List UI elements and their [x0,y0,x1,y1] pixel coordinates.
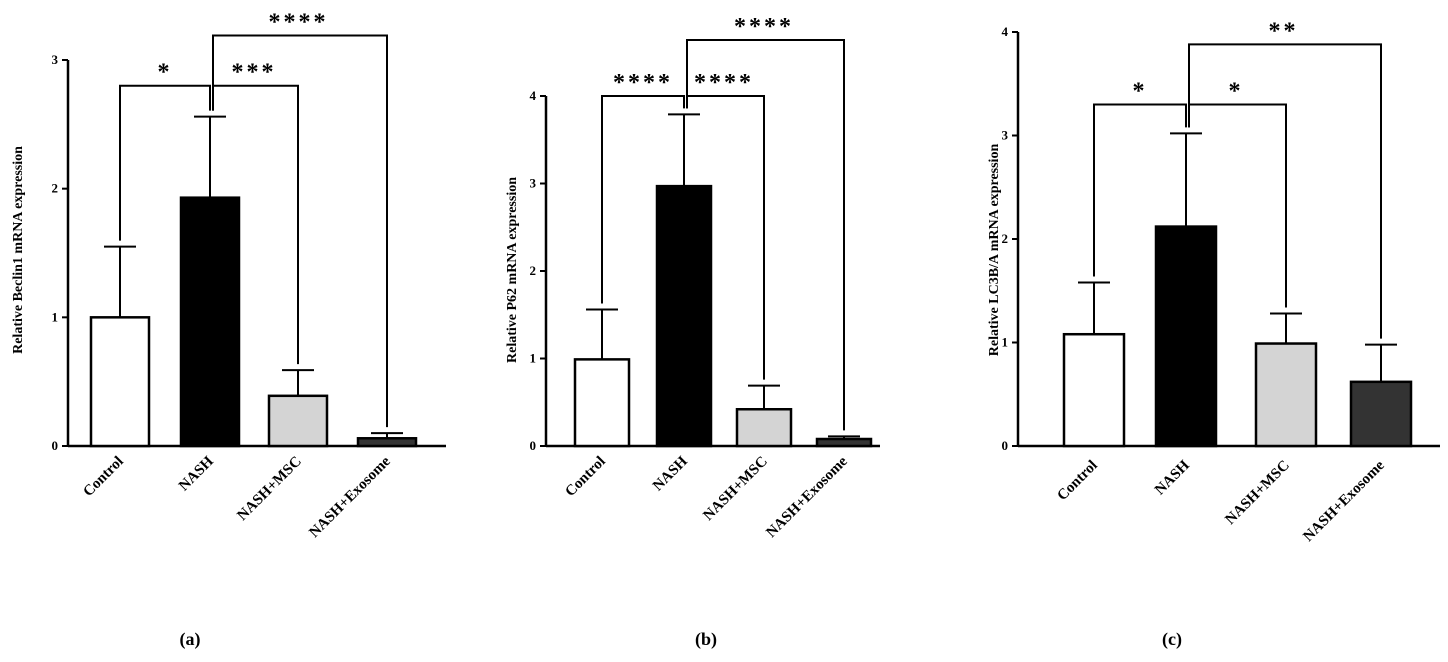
category-label: NASH+MSC [234,454,304,524]
significance-bracket [686,39,845,431]
y-tick-label: 1 [52,309,59,324]
bar [1254,342,1318,448]
bar [1349,380,1413,448]
y-tick-label: 2 [52,181,59,196]
significance-bracket [1093,103,1187,277]
significance-bracket [212,34,388,428]
significance-bracket [119,84,211,241]
y-tick-label: 2 [530,263,537,278]
y-tick-label: 3 [1002,128,1009,143]
significance-label: * [1229,78,1244,104]
bar [267,394,329,448]
category-label: NASH+MSC [700,454,770,524]
y-tick-label: 0 [52,438,59,453]
significance-label: * [158,60,173,86]
bar [735,408,793,448]
y-tick-label: 3 [52,52,59,67]
category-label: NASH [1152,457,1193,498]
category-label: Control [80,454,126,500]
significance-bracket [601,95,685,304]
chart-panel-3: 0 1 2 3 4 Relative LC3B/A mRNA expression Cont… [987,18,1440,650]
category-label: Control [562,454,608,500]
significance-label: **** [269,10,329,36]
significance-label: **** [694,70,754,96]
y-axis-label: Relative LC3B/A mRNA expression [987,144,1002,357]
y-tick-label: 0 [1002,438,1009,453]
y-tick-label: 4 [1002,24,1009,39]
bar [1154,225,1218,448]
category-label: NASH [176,453,217,494]
significance-label: **** [734,14,794,40]
bar [815,437,873,448]
category-label: NASH [650,453,691,494]
significance-label: *** [232,60,277,86]
chart-panel-1: 0 1 2 3 Relative Beclin1 mRNA expression Cont… [11,10,446,650]
y-tick-label: 0 [530,438,537,453]
significance-label: ** [1269,18,1299,44]
bar [655,184,713,448]
bar [356,437,418,448]
y-tick-label: 4 [530,88,537,103]
category-label: NASH+Exosome [763,453,851,541]
y-tick-label: 3 [530,176,537,191]
y-axis-label: Relative Beclin1 mRNA expression [11,146,26,354]
bar [89,316,151,448]
significance-label: **** [613,70,673,96]
panel-letter: (c) [1162,629,1182,650]
panel-letter: (a) [180,629,201,650]
bar [179,196,241,448]
category-label: NASH+MSC [1222,458,1292,528]
category-label: NASH+Exosome [1300,457,1388,545]
y-tick-label: 1 [530,351,537,366]
chart-panel-2: 0 1 2 3 4 Relative P62 mRNA expression Control… [505,14,880,650]
y-tick-label: 2 [1002,231,1009,246]
bar [573,358,631,448]
category-label: Control [1054,458,1100,504]
category-label: NASH+Exosome [306,453,394,541]
bar [1062,332,1126,448]
significance-bracket [1188,43,1382,339]
y-tick-label: 1 [1002,335,1009,350]
panel-letter: (b) [695,629,717,650]
y-axis-label: Relative P62 mRNA expression [505,177,520,363]
significance-label: * [1133,78,1148,104]
